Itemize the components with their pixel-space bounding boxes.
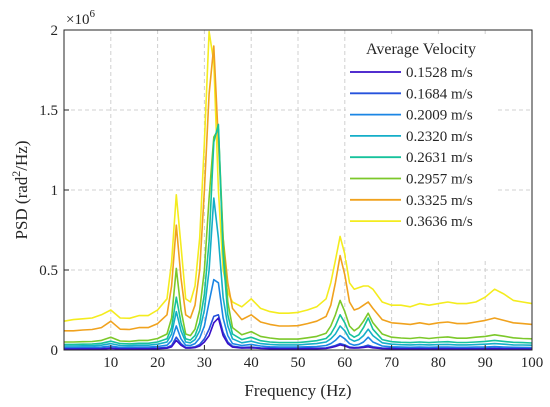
legend-items: 0.1528 m/s 0.1684 m/s 0.2009 m/s 0.2320 m/s… xyxy=(350,65,473,230)
y-axis-ticks: 0 0.5 1 1.5 2 xyxy=(39,23,69,359)
series-line-7 xyxy=(64,45,533,332)
x-tick-label: 60 xyxy=(337,355,352,371)
y-axis-label-superscript: 2 xyxy=(9,171,23,177)
legend-label-3: 0.2009 m/s xyxy=(406,108,473,124)
y-tick-label: 1.5 xyxy=(39,103,58,119)
series-line-1 xyxy=(64,317,533,351)
legend-title: Average Velocity xyxy=(366,41,476,58)
legend-label-4: 0.2320 m/s xyxy=(406,129,473,145)
series-line-5 xyxy=(64,123,533,346)
legend-label-8: 0.3636 m/s xyxy=(406,214,473,230)
legend-label-5: 0.2631 m/s xyxy=(406,150,473,166)
legend: Average Velocity 0.1528 m/s 0.1684 m/s 0.2… xyxy=(346,34,498,260)
series-lines xyxy=(63,30,533,351)
x-tick-label: 40 xyxy=(244,355,259,371)
x-tick-label: 50 xyxy=(291,355,306,371)
legend-label-7: 0.3325 m/s xyxy=(406,193,473,209)
legend-label-2: 0.1684 m/s xyxy=(406,86,473,102)
x-axis-label: Frequency (Hz) xyxy=(244,381,351,400)
y-axis-label: PSD (rad2/Hz) xyxy=(9,140,31,239)
x-tick-label: 20 xyxy=(150,355,165,371)
y-tick-label: 0.5 xyxy=(39,263,58,279)
y-tick-label: 1 xyxy=(51,183,59,199)
y-tick-label: 0 xyxy=(51,343,59,359)
x-tick-label: 90 xyxy=(478,355,493,371)
series-line-6 xyxy=(64,128,533,343)
series-line-8 xyxy=(63,30,533,322)
y-tick-label: 2 xyxy=(51,23,59,39)
x-axis-ticks: 10 20 30 40 50 60 70 80 90 100 xyxy=(103,345,543,371)
x-tick-label: 10 xyxy=(103,355,118,371)
series-line-3 xyxy=(64,278,533,349)
x-tick-label: 100 xyxy=(521,355,544,371)
legend-label-6: 0.2957 m/s xyxy=(406,172,473,188)
series-line-4 xyxy=(64,197,533,347)
y-multiplier-label: ×106 xyxy=(66,8,95,28)
y-multiplier-exponent: 6 xyxy=(89,8,95,20)
x-tick-label: 30 xyxy=(197,355,212,371)
legend-label-1: 0.1528 m/s xyxy=(406,65,473,81)
x-tick-label: 70 xyxy=(384,355,399,371)
x-tick-label: 80 xyxy=(431,355,446,371)
